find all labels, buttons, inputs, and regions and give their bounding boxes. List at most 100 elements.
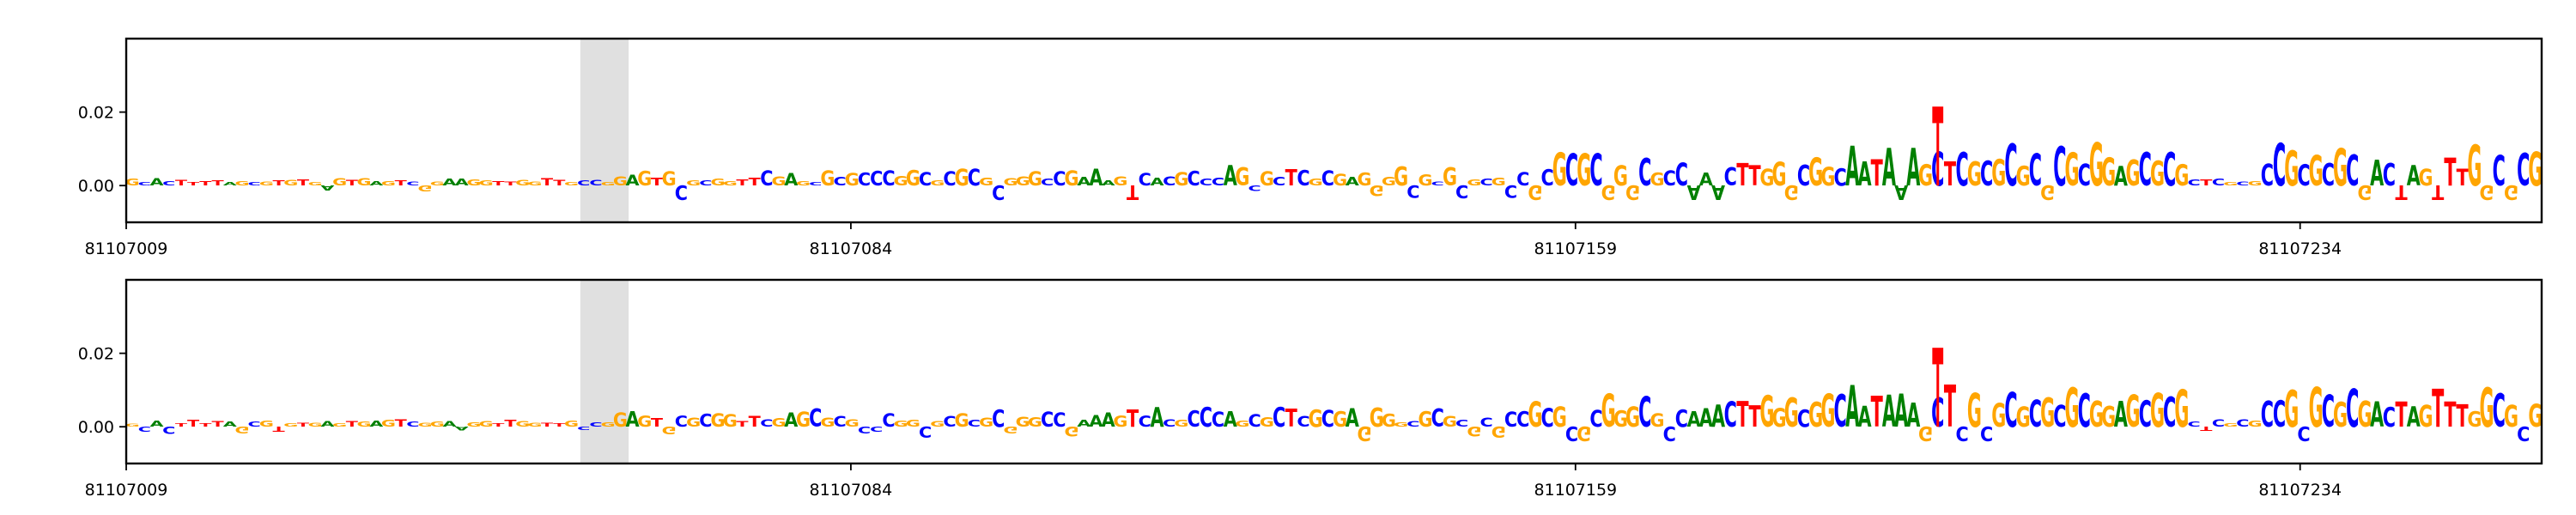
logo-letter-g: G [234,180,249,187]
logo-letter-g: G [2174,159,2189,193]
logo-letter-g: G [1235,420,1249,429]
logo-letter-g: G [1918,421,1933,445]
x-tick-label: 81107159 [1534,239,1617,258]
logo-letter-g: G [1552,145,1567,197]
logo-letter-g: G [1065,423,1079,439]
logo-letter-t: T [2444,394,2456,435]
logo-letter-g: G [930,420,945,428]
logo-letter-c: C [2383,403,2396,433]
logo-letter-g: G [772,417,787,430]
logo-letter-t: T [346,179,358,188]
logo-letter-a: A [2114,161,2128,192]
logo-letter-g: G [955,165,969,191]
logo-letter-g: G [1625,180,1640,204]
logo-letter-t: T [175,423,188,428]
logo-letter-g: G [2480,180,2494,204]
logo-letter-t: T [541,176,554,188]
logo-letter-t: T [2432,180,2444,204]
logo-letter-g: G [430,181,445,187]
logo-letter-c: C [1675,404,1688,433]
logo-letter-g: G [1419,172,1433,190]
logo-letter-g: G [125,177,140,188]
logo-letter-g: G [1820,162,1835,192]
logo-letter-a: A [1150,403,1164,433]
logo-letter-g: G [979,416,993,430]
logo-letter-g: G [2419,398,2433,433]
logo-letter-t [1932,348,1944,365]
logo-letter-g: G [2016,403,2031,434]
logo-letter-t [1932,106,1944,124]
logo-letter-c: C [760,417,773,429]
logo-letter-a: A [1346,176,1360,189]
logo-letter-a: A [1906,140,1920,198]
logo-letter-c: C [1406,181,1419,201]
logo-letter-g: G [711,410,726,431]
logo-letter-g: G [308,181,323,186]
x-axis: 81107009 81107084 81107159 81107234 [85,464,2342,500]
logo-letter-g: G [515,420,530,429]
logo-letter-g: G [711,178,726,188]
logo-letter-c: C [1541,165,1554,191]
logo-letter-g: G [1443,414,1457,431]
logo-letter-t: T [504,181,517,187]
logo-letter-c: C [2053,136,2066,198]
logo-letter-c: C [138,181,151,186]
logo-letter-a: A [1906,397,1920,435]
logo-letter-g: G [1370,182,1384,197]
logo-letter-g: G [820,415,835,430]
logo-letter-c: C [2029,146,2042,197]
logo-letter-g: G [955,409,969,431]
logo-letter-c: C [2236,180,2249,187]
logo-letter-c: C [1663,421,1676,445]
logo-letter-a: A [455,426,469,432]
logo-letter-t: T [2457,398,2469,434]
logo-letter-g: G [723,411,738,431]
logo-letter-g: G [2065,145,2080,197]
logo-letter-c: C [1797,404,1810,433]
logo-letter-g: G [2467,135,2482,199]
logo-letter-g: G [1028,415,1042,430]
logo-letter-g: G [601,181,616,186]
logo-letter-c: C [1297,167,1309,191]
logo-letter-a: A [1077,176,1091,189]
logo-letter-g: G [466,421,481,428]
logo-letter-c: C [675,413,688,431]
logo-letter-g: G [2284,381,2299,439]
logo-letter-c: C [248,420,261,428]
logo-letter-g: G [2174,379,2189,439]
logo-letter-g: G [1333,171,1347,190]
logo-letter-a: A [1894,386,1908,438]
logo-letter-g: G [1528,397,1542,435]
logo-letter-g: G [1113,174,1127,189]
logo-letter-c: C [2273,393,2286,435]
logo-letter-t: T [736,420,748,429]
logo-letter-t: T [346,420,358,428]
logo-letter-g: G [2419,165,2433,191]
logo-letter-c: C [2236,417,2249,429]
logo-letter-g: G [1443,163,1457,191]
logo-letter-a: A [1346,404,1359,434]
logo-letter-c: C [1504,409,1517,433]
logo-letter-g: G [1003,176,1018,188]
logo-letter-g: G [1309,178,1323,188]
logo-letter-t: T [199,179,212,187]
logo-letter-t: T [211,420,223,429]
logo-letter-c: C [1516,409,1529,433]
y-tick-label: 0.00 [78,177,114,196]
logo-letter-t: T [553,422,566,427]
logo-letter-a: A [2370,153,2385,194]
logo-letter-c: C [1212,176,1224,188]
x-tick-label: 81107234 [2258,239,2342,258]
logo-letter-c: C [1565,146,1578,197]
logo-letter-g: G [1577,146,1591,197]
logo-letter-g: G [308,422,323,428]
logo-letter-g: G [1174,419,1188,429]
logo-letter-t: T [749,414,761,431]
logo-letter-c: C [162,180,175,187]
logo-letter-c: C [1139,413,1151,431]
logo-letter-g: G [1357,421,1371,445]
logo-letter-g: G [357,421,372,428]
logo-letter-c: C [870,168,883,191]
logo-letter-g: G [2223,422,2238,428]
